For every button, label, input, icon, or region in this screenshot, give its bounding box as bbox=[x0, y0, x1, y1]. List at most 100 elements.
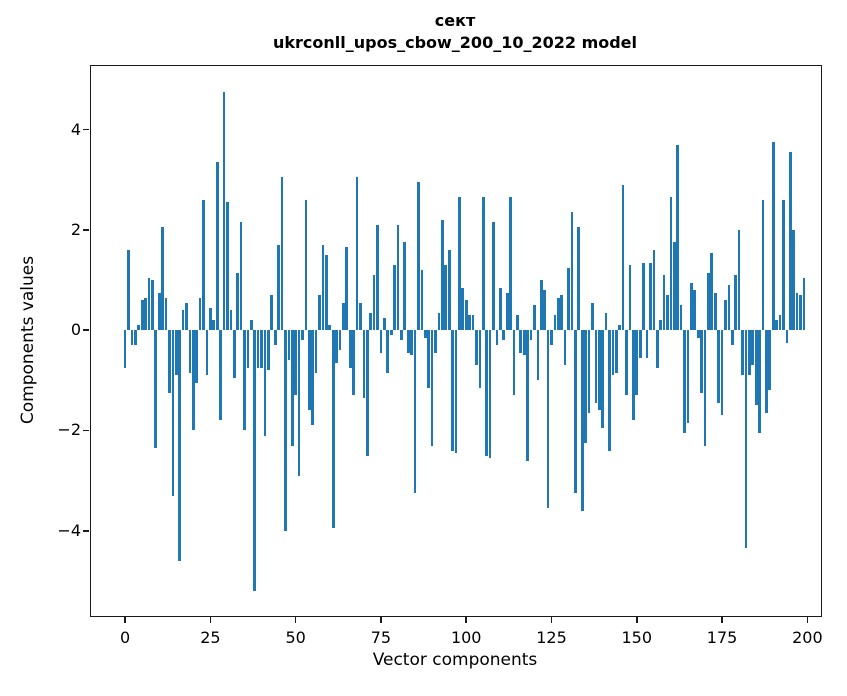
bar bbox=[662, 275, 666, 331]
bar bbox=[652, 250, 656, 331]
bar bbox=[536, 330, 540, 381]
bar bbox=[164, 297, 168, 331]
bar bbox=[403, 242, 407, 331]
bar bbox=[372, 275, 376, 331]
bar bbox=[157, 292, 161, 331]
chart-title: сект bbox=[434, 11, 476, 30]
bar bbox=[185, 302, 188, 331]
bar bbox=[263, 330, 267, 436]
bar bbox=[707, 272, 710, 331]
bar bbox=[529, 330, 533, 341]
bar bbox=[550, 330, 553, 346]
bar bbox=[754, 330, 758, 406]
bar bbox=[359, 302, 362, 331]
bar bbox=[376, 224, 379, 331]
bar bbox=[447, 250, 451, 331]
bar bbox=[543, 290, 547, 331]
bar bbox=[799, 295, 802, 331]
bar bbox=[205, 330, 209, 376]
bar bbox=[584, 330, 587, 444]
bar bbox=[638, 330, 642, 358]
y-tick-mark bbox=[83, 529, 89, 532]
y-tick-label: −2 bbox=[57, 420, 81, 440]
bar bbox=[406, 330, 410, 353]
x-tick-mark bbox=[294, 617, 297, 623]
bar bbox=[717, 330, 720, 403]
bar bbox=[546, 330, 550, 509]
bar bbox=[284, 330, 287, 531]
bar bbox=[147, 277, 151, 331]
bar bbox=[802, 277, 806, 331]
bar bbox=[614, 330, 618, 373]
x-tick-mark bbox=[465, 617, 468, 623]
bar bbox=[423, 330, 427, 338]
bar bbox=[209, 307, 212, 331]
x-tick-mark bbox=[209, 617, 212, 623]
bar bbox=[202, 199, 205, 331]
bar bbox=[270, 295, 274, 331]
bar bbox=[174, 330, 178, 376]
x-tick-label: 100 bbox=[450, 628, 482, 647]
bar bbox=[267, 330, 270, 371]
bar bbox=[355, 177, 359, 331]
bar bbox=[700, 330, 703, 393]
bar bbox=[672, 242, 676, 331]
bar bbox=[304, 199, 308, 331]
bar bbox=[318, 295, 321, 331]
bar bbox=[161, 227, 164, 331]
bar bbox=[328, 325, 332, 331]
bar bbox=[144, 297, 147, 331]
bar bbox=[727, 285, 731, 331]
bar bbox=[362, 330, 366, 398]
bar bbox=[454, 330, 458, 454]
bar bbox=[635, 330, 639, 396]
bar bbox=[441, 219, 444, 331]
bar bbox=[744, 330, 748, 549]
bar bbox=[307, 330, 311, 411]
bar bbox=[625, 330, 628, 396]
chart-subtitle: ukrconll_upos_cbow_200_10_2022 model bbox=[272, 33, 638, 52]
bar bbox=[778, 315, 782, 331]
bar bbox=[768, 330, 772, 391]
bar bbox=[758, 330, 761, 433]
bar bbox=[594, 330, 598, 403]
bar bbox=[696, 330, 700, 338]
bar bbox=[761, 199, 765, 331]
bar bbox=[785, 330, 789, 343]
bar bbox=[389, 330, 393, 336]
bar bbox=[737, 229, 741, 331]
x-tick-label: 50 bbox=[285, 628, 306, 647]
bar bbox=[229, 310, 233, 331]
bar bbox=[273, 330, 277, 346]
bar bbox=[683, 330, 686, 433]
bar bbox=[290, 330, 294, 446]
bar bbox=[710, 252, 714, 331]
bar bbox=[713, 292, 717, 331]
bar bbox=[618, 325, 622, 331]
bar bbox=[690, 282, 693, 331]
x-tick-label: 175 bbox=[706, 628, 738, 647]
bar bbox=[679, 305, 683, 331]
bar bbox=[287, 330, 291, 361]
bar bbox=[560, 295, 564, 331]
y-tick-mark bbox=[83, 329, 89, 331]
bar bbox=[127, 250, 130, 331]
bar bbox=[782, 199, 785, 331]
bar bbox=[539, 280, 543, 331]
bar bbox=[369, 312, 373, 331]
x-tick-label: 0 bbox=[120, 628, 131, 647]
bar bbox=[212, 320, 216, 331]
bar bbox=[236, 272, 240, 331]
y-tick-mark bbox=[83, 229, 89, 231]
bar bbox=[676, 144, 680, 331]
bar bbox=[151, 280, 154, 331]
bar bbox=[198, 297, 202, 331]
bar bbox=[567, 267, 570, 331]
bar bbox=[556, 297, 560, 331]
bar bbox=[488, 330, 492, 459]
bar bbox=[461, 287, 465, 331]
bar bbox=[331, 330, 335, 529]
bar bbox=[379, 330, 383, 353]
y-tick-label: 0 bbox=[70, 320, 81, 340]
bar bbox=[574, 330, 577, 494]
